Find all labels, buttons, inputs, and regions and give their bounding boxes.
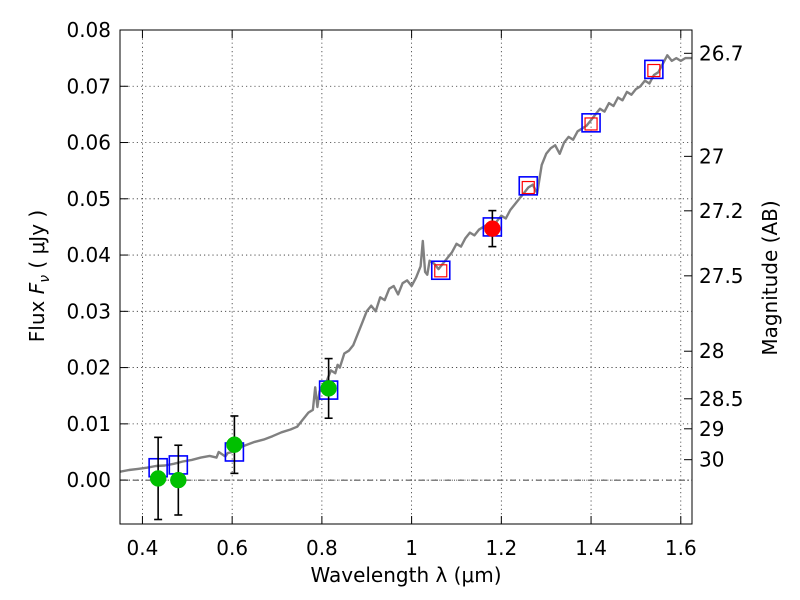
x-tick-label: 1.2 <box>485 536 517 560</box>
model-photometry-square <box>430 260 451 281</box>
observed-flux-point <box>320 380 337 397</box>
y-axis-title-subscript: ν <box>37 275 53 283</box>
y-tick-label: 0.05 <box>66 187 111 211</box>
y-tick-label: 0.06 <box>66 131 111 155</box>
x-tick-label: 1.4 <box>575 536 607 560</box>
observed-flux-point <box>226 436 243 453</box>
x-tick-label: 1 <box>405 536 418 560</box>
y-axis-title: Flux Fν ( μJy ) <box>25 210 53 342</box>
observed-limit-square <box>521 180 535 195</box>
y-axis-title-suffix: ( μJy ) <box>25 210 49 275</box>
model-photometry-square <box>518 176 539 196</box>
y-tick-label: 0.02 <box>66 356 111 380</box>
y2-axis-title: Magnitude (AB) <box>758 200 782 355</box>
y-tick-label: 0.07 <box>66 74 111 98</box>
data-group <box>120 54 692 521</box>
ticks-layer: 0.4 0.6 0.8 1 1.2 1.4 1.6 0.00 0.01 0.02 0.03 0.04 0… <box>66 18 743 560</box>
spectrum-line <box>120 54 692 473</box>
model-photometry-square <box>581 113 601 133</box>
y-tick-label: 0.03 <box>66 299 111 323</box>
grid-layer <box>120 29 692 524</box>
y-tick-label: 0.01 <box>66 412 111 436</box>
y-axis-title-symbol: F <box>25 282 49 294</box>
x-tick-label: 0.6 <box>216 536 248 560</box>
model-photometry-square <box>644 59 664 80</box>
observed-limit-square <box>647 63 661 78</box>
y2-tick-label: 27 <box>699 144 724 168</box>
observed-flux-point <box>484 220 501 237</box>
x-tick-label: 1.6 <box>665 536 697 560</box>
y2-tick-label: 28 <box>699 339 724 363</box>
y-axis-title-prefix: Flux <box>25 294 49 342</box>
y2-tick-label: 27.2 <box>699 199 744 223</box>
y-tick-label: 0.08 <box>66 18 111 42</box>
observed-flux-point <box>149 470 167 487</box>
observed-limit-square <box>434 264 448 278</box>
y2-tick-label: 28.5 <box>699 387 744 411</box>
x-tick-label: 0.8 <box>306 536 338 560</box>
plot-frame <box>119 29 693 525</box>
y2-tick-label: 27.5 <box>699 264 744 288</box>
data-layer <box>120 54 692 521</box>
observed-flux-point <box>170 471 187 489</box>
y2-tick-label: 30 <box>699 448 724 472</box>
y-tick-label: 0.04 <box>66 243 111 267</box>
y-tick-label: 0.00 <box>66 468 111 492</box>
y2-tick-label: 29 <box>699 417 724 441</box>
observed-limit-square <box>584 117 598 131</box>
y2-tick-label: 26.7 <box>699 41 744 65</box>
x-tick-label: 0.4 <box>127 536 159 560</box>
x-axis-title: Wavelength λ (μm) <box>310 563 501 587</box>
